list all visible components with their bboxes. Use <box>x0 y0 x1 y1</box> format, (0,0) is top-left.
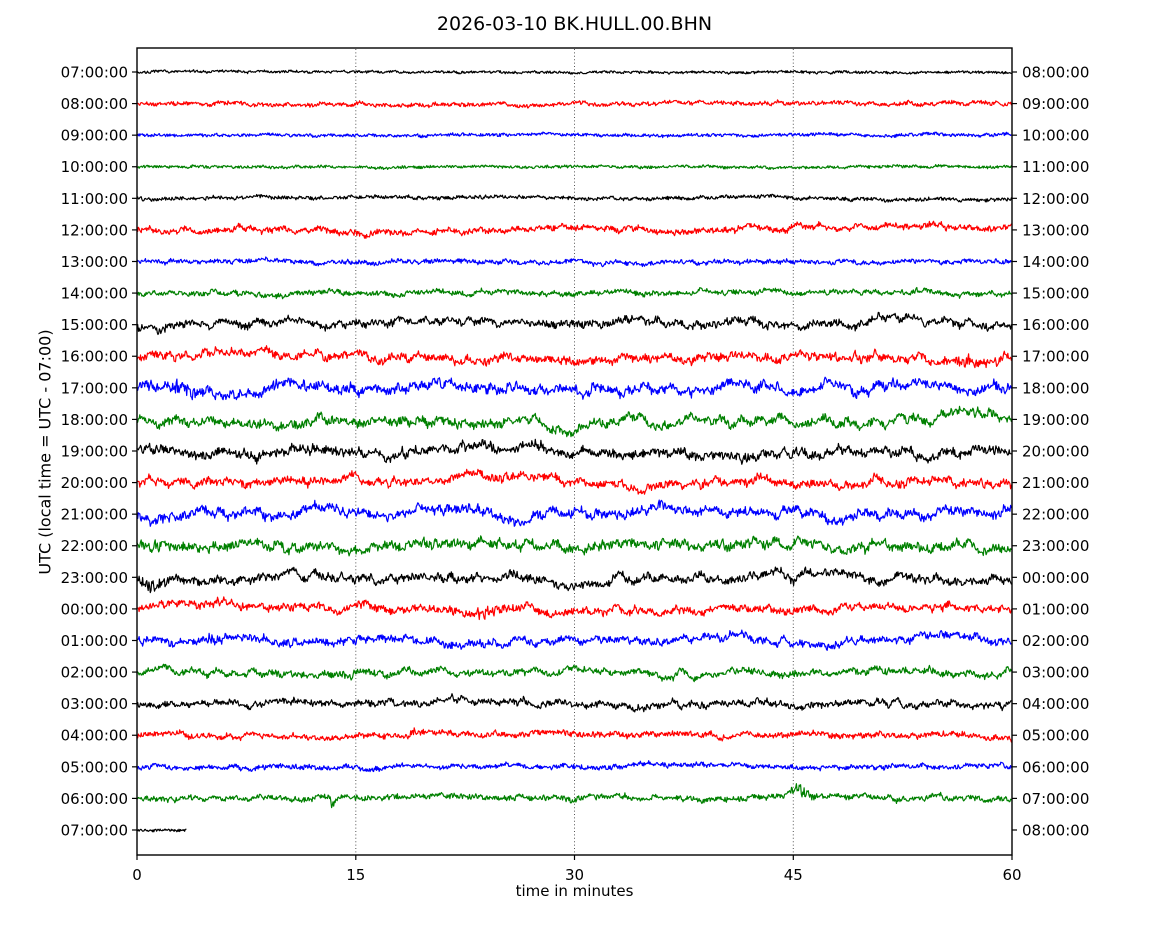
left-utc-time-label: 21:00:00 <box>61 506 128 524</box>
x-axis-label: time in minutes <box>515 882 634 900</box>
chart-title: 2026-03-10 BK.HULL.00.BHN <box>436 13 713 35</box>
right-utc-time-label: 13:00:00 <box>1022 221 1089 239</box>
left-utc-time-label: 03:00:00 <box>61 695 128 713</box>
trace-row-16-22:00:00 <box>136 535 1012 557</box>
left-utc-time-label: 11:00:00 <box>61 190 128 208</box>
x-tick-label: 30 <box>565 866 584 884</box>
trace-row-24-06:00:00 <box>136 783 1012 809</box>
left-utc-time-label: 14:00:00 <box>61 285 128 303</box>
right-utc-time-label: 05:00:00 <box>1022 727 1089 745</box>
x-tick-label: 0 <box>132 866 142 884</box>
left-utc-time-label: 12:00:00 <box>61 221 128 239</box>
trace-row-22-04:00:00 <box>136 727 1012 743</box>
right-utc-time-label: 21:00:00 <box>1022 474 1089 492</box>
left-utc-time-label: 06:00:00 <box>61 790 128 808</box>
right-utc-time-label: 15:00:00 <box>1022 285 1089 303</box>
trace-row-1-07:00:00 <box>136 69 1012 75</box>
left-utc-time-label: 02:00:00 <box>61 664 128 682</box>
trace-row-19-01:00:00 <box>136 629 1012 651</box>
left-utc-time-label: 01:00:00 <box>61 632 128 650</box>
right-utc-time-label: 20:00:00 <box>1022 443 1089 461</box>
trace-row-2-08:00:00 <box>136 99 1012 109</box>
x-tick-label: 60 <box>1002 866 1021 884</box>
left-utc-time-label: 19:00:00 <box>61 443 128 461</box>
trace-row-25-07:00:00 <box>136 828 187 833</box>
right-utc-time-label: 17:00:00 <box>1022 348 1089 366</box>
right-utc-time-label: 10:00:00 <box>1022 127 1089 145</box>
right-utc-time-label: 04:00:00 <box>1022 695 1089 713</box>
left-utc-time-label: 05:00:00 <box>61 758 128 776</box>
left-utc-time-label: 20:00:00 <box>61 474 128 492</box>
right-utc-time-label: 12:00:00 <box>1022 190 1089 208</box>
trace-row-18-00:00:00 <box>136 596 1012 621</box>
trace-row-13-19:00:00 <box>136 438 1012 465</box>
left-utc-time-label: 00:00:00 <box>61 600 128 618</box>
right-utc-time-label: 22:00:00 <box>1022 506 1089 524</box>
trace-row-14-20:00:00 <box>136 468 1012 495</box>
right-utc-time-label: 02:00:00 <box>1022 632 1089 650</box>
left-utc-time-label: 09:00:00 <box>61 127 128 145</box>
left-utc-time-label: 08:00:00 <box>61 95 128 113</box>
left-utc-time-label: 10:00:00 <box>61 158 128 176</box>
right-utc-time-label: 23:00:00 <box>1022 537 1089 555</box>
left-utc-time-label: 04:00:00 <box>61 727 128 745</box>
trace-row-17-23:00:00 <box>136 566 1012 594</box>
right-utc-time-label: 01:00:00 <box>1022 600 1089 618</box>
right-utc-time-label: 08:00:00 <box>1022 822 1089 840</box>
right-utc-time-label: 00:00:00 <box>1022 569 1089 587</box>
right-utc-time-label: 07:00:00 <box>1022 790 1089 808</box>
right-utc-time-label: 06:00:00 <box>1022 758 1089 776</box>
left-utc-time-label: 17:00:00 <box>61 379 128 397</box>
right-utc-time-label: 18:00:00 <box>1022 379 1089 397</box>
left-utc-time-label: 07:00:00 <box>61 64 128 82</box>
trace-row-8-14:00:00 <box>136 286 1012 300</box>
x-tick-label: 45 <box>784 866 803 884</box>
trace-row-15-21:00:00 <box>136 499 1012 527</box>
trace-row-12-18:00:00 <box>136 405 1012 438</box>
trace-row-21-03:00:00 <box>136 693 1012 713</box>
right-utc-time-label: 19:00:00 <box>1022 411 1089 429</box>
left-utc-time-label: 22:00:00 <box>61 537 128 555</box>
trace-row-3-09:00:00 <box>136 131 1012 139</box>
left-utc-time-label: 13:00:00 <box>61 253 128 271</box>
x-ticks <box>136 855 1013 860</box>
trace-row-23-05:00:00 <box>136 760 1012 773</box>
trace-row-20-02:00:00 <box>136 663 1012 683</box>
right-utc-time-label: 09:00:00 <box>1022 95 1089 113</box>
y-tick-labels: 07:00:00 08:00:00 08:00:00 09:00:00 09:00:00… <box>61 64 1090 840</box>
trace-row-5-11:00:00 <box>136 193 1012 203</box>
left-utc-time-label: 16:00:00 <box>61 348 128 366</box>
trace-row-6-12:00:00 <box>136 220 1012 239</box>
right-utc-time-label: 14:00:00 <box>1022 253 1089 271</box>
trace-row-4-10:00:00 <box>136 163 1012 170</box>
left-utc-time-label: 18:00:00 <box>61 411 128 429</box>
x-tick-label: 15 <box>346 866 365 884</box>
left-utc-time-label: 07:00:00 <box>61 822 128 840</box>
y-ticks <box>132 71 1017 831</box>
right-utc-time-label: 16:00:00 <box>1022 316 1089 334</box>
left-utc-time-label: 23:00:00 <box>61 569 128 587</box>
traces <box>136 69 1012 833</box>
trace-row-7-13:00:00 <box>136 256 1012 268</box>
trace-row-11-17:00:00 <box>136 376 1012 401</box>
left-utc-time-label: 15:00:00 <box>61 316 128 334</box>
trace-row-9-15:00:00 <box>136 311 1012 336</box>
right-utc-time-label: 03:00:00 <box>1022 664 1089 682</box>
right-utc-time-label: 11:00:00 <box>1022 158 1089 176</box>
trace-row-10-16:00:00 <box>136 345 1012 369</box>
x-tick-labels: 0 15 30 45 60 <box>132 866 1021 884</box>
right-utc-time-label: 08:00:00 <box>1022 64 1089 82</box>
